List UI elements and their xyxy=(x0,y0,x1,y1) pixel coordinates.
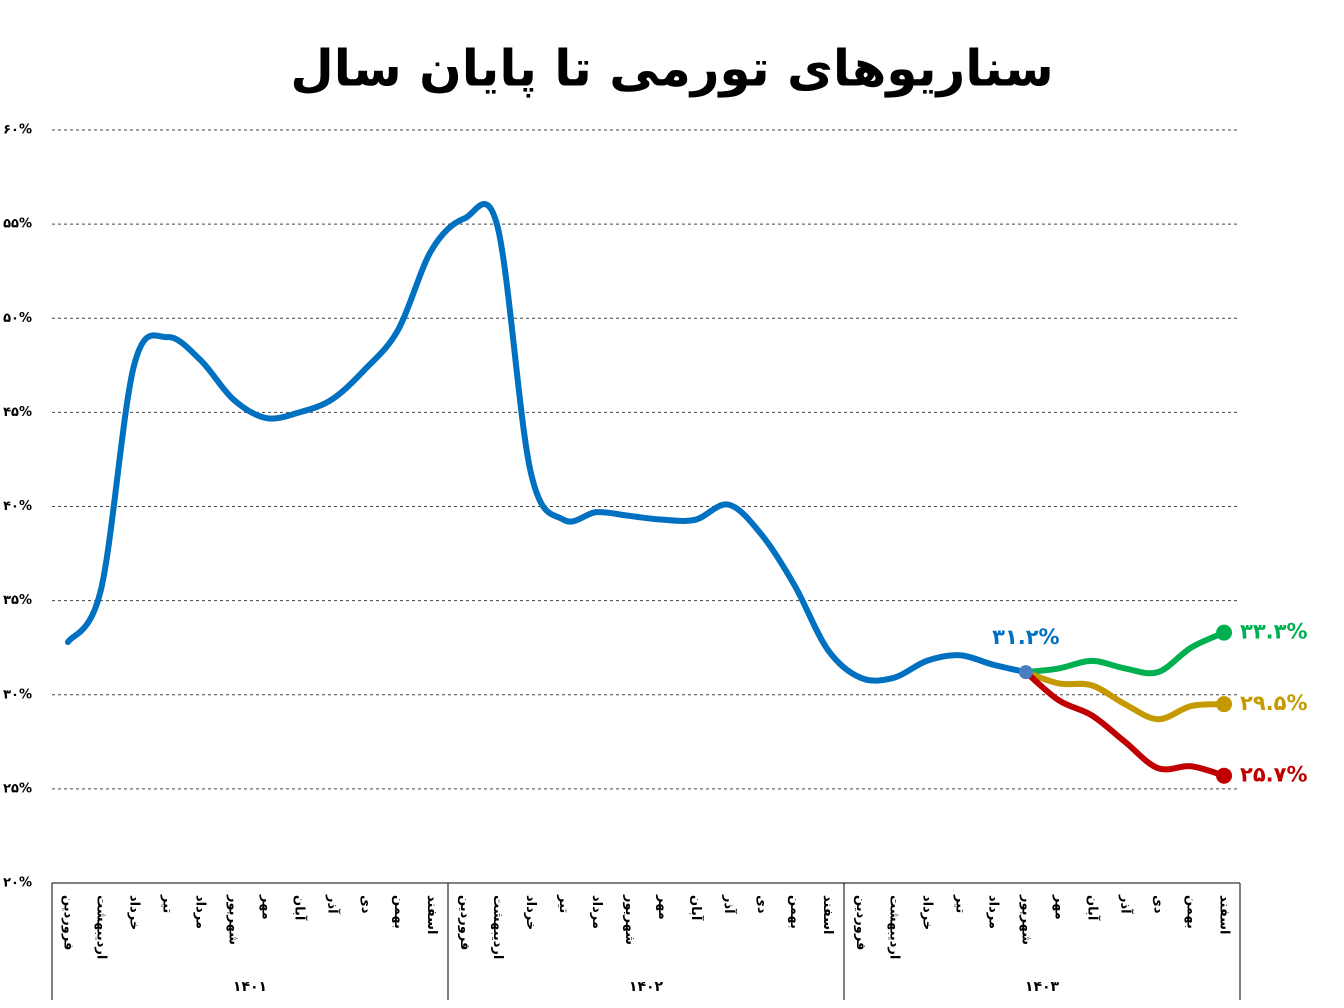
point xyxy=(1216,696,1233,713)
y-tick-label: ۶۰% xyxy=(3,123,32,138)
y-tick-label: ۲۰% xyxy=(3,876,32,891)
y-tick-label: ۳۰% xyxy=(3,687,32,702)
x-tick-label: آبان xyxy=(688,895,705,921)
point xyxy=(1018,665,1033,680)
x-tick-label: دی xyxy=(358,895,373,914)
x-tick-label: اسفند xyxy=(424,895,439,934)
x-tick-label: دی xyxy=(754,895,769,914)
x-tick-label: خرداد xyxy=(523,895,538,930)
value-label: ۳۱.۲% xyxy=(992,625,1059,649)
group-label: ۱۴۰۱ xyxy=(233,979,267,995)
line xyxy=(1022,669,1228,723)
x-tick-label: اردیبهشت xyxy=(490,895,505,959)
x-tick-label: فروردین xyxy=(61,895,76,950)
line xyxy=(1022,669,1228,779)
x-tick-label: شهریور xyxy=(1018,894,1033,945)
x-tick-label: فروردین xyxy=(457,895,472,950)
x-tick-label: دی xyxy=(1150,895,1165,914)
x-tick-label: اسفند xyxy=(1217,895,1232,934)
x-tick-label: اردیبهشت xyxy=(94,895,109,959)
x-tick-label: مرداد xyxy=(193,895,208,929)
y-tick-label: ۴۵% xyxy=(3,405,32,420)
y-tick-label: ۳۵% xyxy=(3,593,32,608)
x-tick-label: تیر xyxy=(160,894,175,913)
x-tick-label: فروردین xyxy=(853,895,868,950)
x-tick-label: آذر xyxy=(721,894,738,914)
line xyxy=(65,201,1029,684)
line xyxy=(1022,629,1228,677)
x-tick-label: آبان xyxy=(292,895,309,921)
x-tick-label: مهر xyxy=(655,894,670,920)
x-tick-label: خرداد xyxy=(919,895,934,930)
x-tick-label: بهمن xyxy=(787,895,802,929)
point xyxy=(1216,624,1233,641)
x-tick-label: بهمن xyxy=(1184,895,1199,929)
x-tick-label: مهر xyxy=(259,894,274,920)
x-tick-label: مرداد xyxy=(985,895,1000,929)
group-label: ۱۴۰۳ xyxy=(1025,979,1060,995)
x-tick-label: اسفند xyxy=(820,895,835,934)
x-tick-label: شهریور xyxy=(226,894,241,945)
y-tick-label: ۵۵% xyxy=(3,217,32,232)
x-tick-label: مرداد xyxy=(589,895,604,929)
x-tick-label: تیر xyxy=(952,894,967,913)
value-label: ۲۵.۷% xyxy=(1240,763,1307,787)
y-tick-label: ۵۰% xyxy=(3,311,32,326)
x-tick-label: آبان xyxy=(1084,895,1101,921)
x-tick-label: شهریور xyxy=(622,894,637,945)
y-tick-label: ۲۵% xyxy=(3,781,32,796)
x-tick-label: مهر xyxy=(1051,894,1066,920)
y-tick-label: ۴۰% xyxy=(3,499,32,514)
x-tick-label: تیر xyxy=(556,894,571,913)
group-label: ۱۴۰۲ xyxy=(629,979,664,995)
x-tick-label: بهمن xyxy=(391,895,406,929)
x-tick-label: آذر xyxy=(1117,894,1134,914)
x-tick-label: آذر xyxy=(325,894,342,914)
value-label: ۳۳.۳% xyxy=(1240,620,1307,644)
point xyxy=(1216,767,1233,784)
value-label: ۲۹.۵% xyxy=(1240,691,1307,715)
x-tick-label: اردیبهشت xyxy=(886,895,901,959)
chart-title: سناریوهای تورمی تا پایان سال xyxy=(290,40,1053,99)
x-tick-label: خرداد xyxy=(127,895,142,930)
